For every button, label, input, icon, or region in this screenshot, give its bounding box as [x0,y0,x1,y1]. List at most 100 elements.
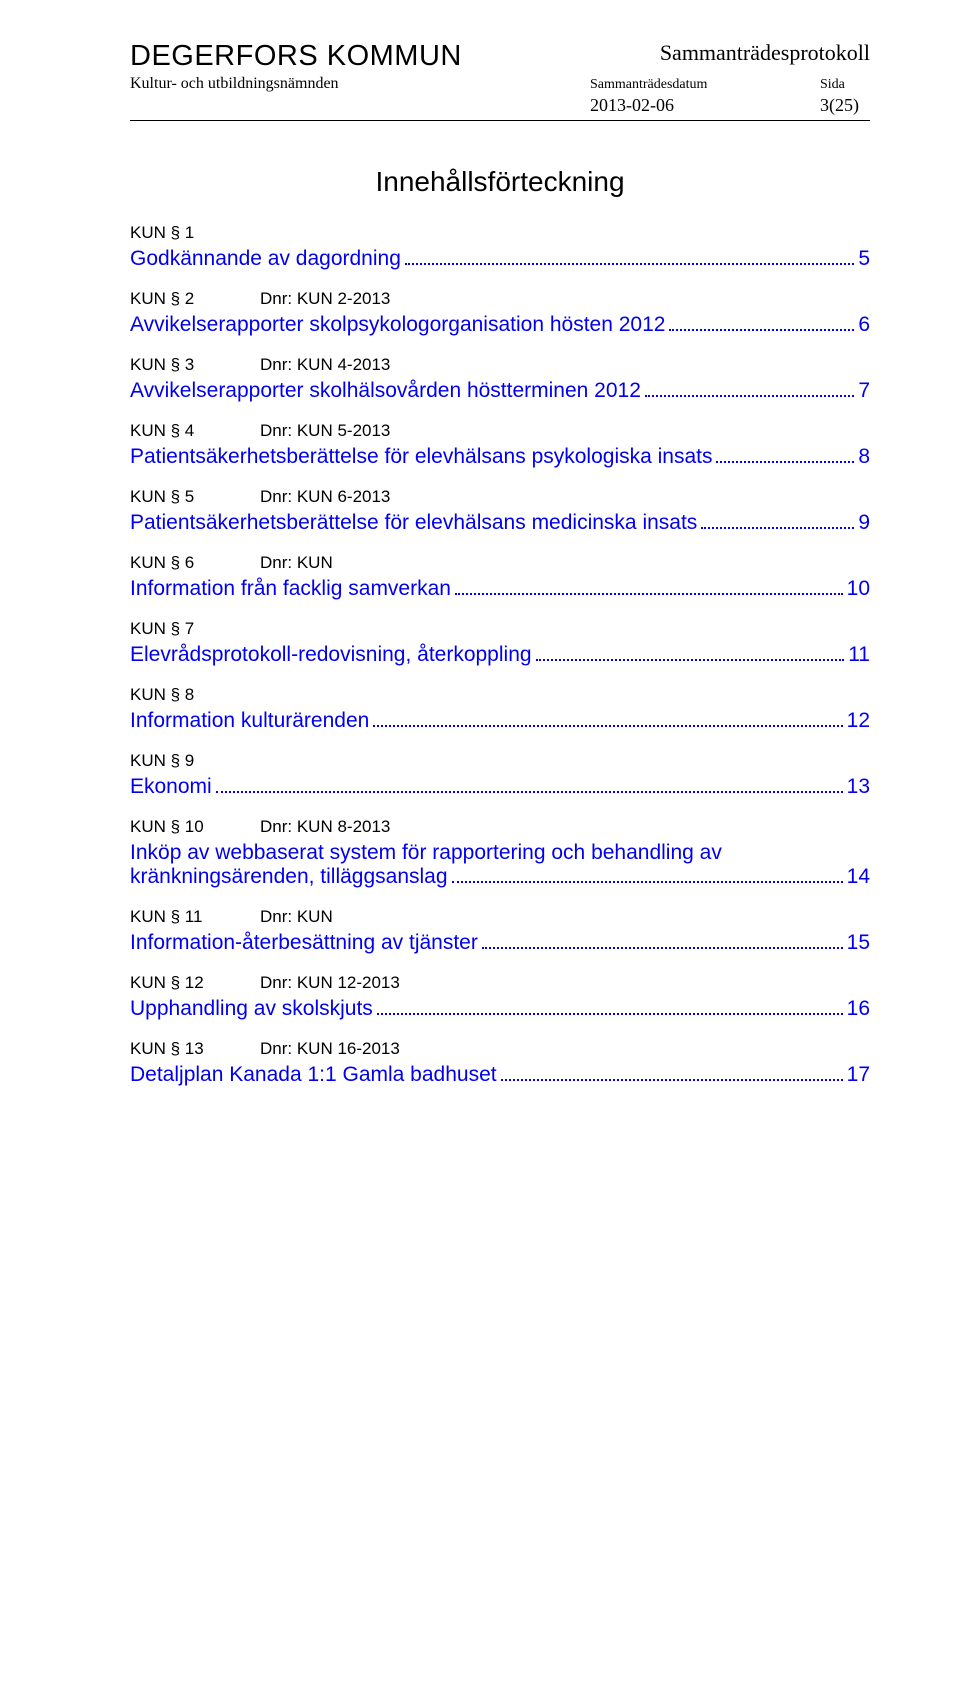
toc-item-page: 13 [847,775,870,799]
toc-link[interactable]: Information kulturärenden 12 [130,709,870,733]
toc-dnr: Dnr: KUN 12-2013 [260,973,400,993]
toc-item-title: Avvikelserapporter skolpsykologorganisat… [130,313,665,337]
toc-kun: KUN § 11 [130,907,220,927]
toc-leader-dots [482,947,843,949]
toc-item-label: KUN § 4 Dnr: KUN 5-2013 [130,421,870,441]
toc-link[interactable]: Avvikelserapporter skolhälsovården höstt… [130,379,870,403]
toc-item: KUN § 10 Dnr: KUN 8-2013 Inköp av webbas… [130,817,870,889]
toc-leader-dots [405,263,854,265]
toc-item-page: 15 [847,931,870,955]
toc-kun: KUN § 12 [130,973,220,993]
toc-kun: KUN § 7 [130,619,220,639]
toc-kun: KUN § 8 [130,685,220,705]
toc-item-label: KUN § 1 [130,223,870,243]
toc-item-page: 16 [847,997,870,1021]
toc-item-page: 9 [858,511,870,535]
toc-kun: KUN § 6 [130,553,220,573]
toc-item: KUN § 8 Information kulturärenden 12 [130,685,870,733]
toc-item-page: 5 [858,247,870,271]
toc-item-title: Elevrådsprotokoll-redovisning, återkoppl… [130,643,532,667]
toc-link[interactable]: Elevrådsprotokoll-redovisning, återkoppl… [130,643,870,667]
toc-link[interactable]: Patientsäkerhetsberättelse för elevhälsa… [130,445,870,469]
toc-item-label: KUN § 5 Dnr: KUN 6-2013 [130,487,870,507]
toc-item: KUN § 4 Dnr: KUN 5-2013 Patientsäkerhets… [130,421,870,469]
toc-kun: KUN § 1 [130,223,220,243]
toc-item-page: 10 [847,577,870,601]
toc-item-title: Patientsäkerhetsberättelse för elevhälsa… [130,445,712,469]
toc-leader-dots [377,1013,843,1015]
toc-dnr: Dnr: KUN 2-2013 [260,289,390,309]
toc-leader-dots [501,1079,843,1081]
header-row-2: Kultur- och utbildningsnämnden Sammanträ… [130,75,870,93]
toc: KUN § 1 Godkännande av dagordning 5 KUN … [130,223,870,1087]
toc-item-title: Information kulturärenden [130,709,369,733]
protokoll-title: Sammanträdesprotokoll [660,40,870,66]
page-number: 3(25) [820,95,870,116]
toc-item-label: KUN § 8 [130,685,870,705]
toc-kun: KUN § 13 [130,1039,220,1059]
toc-item: KUN § 2 Dnr: KUN 2-2013 Avvikelserapport… [130,289,870,337]
toc-link[interactable]: Inköp av webbaserat system för rapporter… [130,841,870,889]
toc-link[interactable]: Upphandling av skolskjuts 16 [130,997,870,1021]
toc-item-title: Godkännande av dagordning [130,247,401,271]
toc-item-title: Information-återbesättning av tjänster [130,931,478,955]
toc-link[interactable]: Detaljplan Kanada 1:1 Gamla badhuset 17 [130,1063,870,1087]
toc-item-label: KUN § 6 Dnr: KUN [130,553,870,573]
toc-item: KUN § 1 Godkännande av dagordning 5 [130,223,870,271]
toc-item-page: 6 [858,313,870,337]
toc-link[interactable]: Avvikelserapporter skolpsykologorganisat… [130,313,870,337]
toc-item-page: 7 [858,379,870,403]
toc-leader-dots [701,527,854,529]
toc-item: KUN § 12 Dnr: KUN 12-2013 Upphandling av… [130,973,870,1021]
toc-dnr: Dnr: KUN 4-2013 [260,355,390,375]
document-page: DEGERFORS KOMMUN Sammanträdesprotokoll K… [0,0,960,1691]
toc-item-title: Upphandling av skolskjuts [130,997,373,1021]
toc-item-label: KUN § 10 Dnr: KUN 8-2013 [130,817,870,837]
toc-kun: KUN § 4 [130,421,220,441]
toc-item-page: 17 [847,1063,870,1087]
toc-kun: KUN § 9 [130,751,220,771]
toc-item-label: KUN § 11 Dnr: KUN [130,907,870,927]
toc-kun: KUN § 3 [130,355,220,375]
toc-item: KUN § 9 Ekonomi 13 [130,751,870,799]
toc-item-title-line2: kränkningsärenden, tilläggsanslag [130,865,448,889]
toc-leader-dots [645,395,854,397]
toc-link[interactable]: Information-återbesättning av tjänster 1… [130,931,870,955]
toc-dnr: Dnr: KUN 8-2013 [260,817,390,837]
toc-dnr: Dnr: KUN [260,553,333,573]
toc-leader-dots [669,329,854,331]
toc-leader-dots [216,791,843,793]
toc-dnr: Dnr: KUN [260,907,333,927]
toc-item: KUN § 11 Dnr: KUN Information-återbesätt… [130,907,870,955]
toc-item-label: KUN § 2 Dnr: KUN 2-2013 [130,289,870,309]
organization-name: DEGERFORS KOMMUN [130,40,462,73]
toc-item-page: 14 [847,865,870,889]
header-values: 2013-02-06 3(25) [130,95,870,116]
header-underline [130,120,870,121]
toc-item-label: KUN § 12 Dnr: KUN 12-2013 [130,973,870,993]
toc-item-page: 12 [847,709,870,733]
toc-item-label: KUN § 13 Dnr: KUN 16-2013 [130,1039,870,1059]
toc-leader-dots [455,593,843,595]
toc-dnr: Dnr: KUN 5-2013 [260,421,390,441]
toc-link[interactable]: Patientsäkerhetsberättelse för elevhälsa… [130,511,870,535]
toc-item-page: 11 [848,643,870,667]
toc-leader-dots [452,881,843,883]
toc-link[interactable]: Information från facklig samverkan 10 [130,577,870,601]
meeting-date: 2013-02-06 [590,95,760,116]
toc-item: KUN § 7 Elevrådsprotokoll-redovisning, å… [130,619,870,667]
toc-item: KUN § 3 Dnr: KUN 4-2013 Avvikelserapport… [130,355,870,403]
toc-leader-dots [716,461,854,463]
toc-item-title-line1: Inköp av webbaserat system för rapporter… [130,841,722,864]
toc-item-title: Detaljplan Kanada 1:1 Gamla badhuset [130,1063,497,1087]
toc-leader-dots [373,725,842,727]
toc-leader-dots [536,659,845,661]
toc-item-label: KUN § 7 [130,619,870,639]
toc-item: KUN § 13 Dnr: KUN 16-2013 Detaljplan Kan… [130,1039,870,1087]
toc-link[interactable]: Godkännande av dagordning 5 [130,247,870,271]
toc-kun: KUN § 10 [130,817,220,837]
label-sida: Sida [820,77,870,93]
toc-dnr: Dnr: KUN 16-2013 [260,1039,400,1059]
toc-link[interactable]: Ekonomi 13 [130,775,870,799]
toc-item-title: Avvikelserapporter skolhälsovården höstt… [130,379,641,403]
